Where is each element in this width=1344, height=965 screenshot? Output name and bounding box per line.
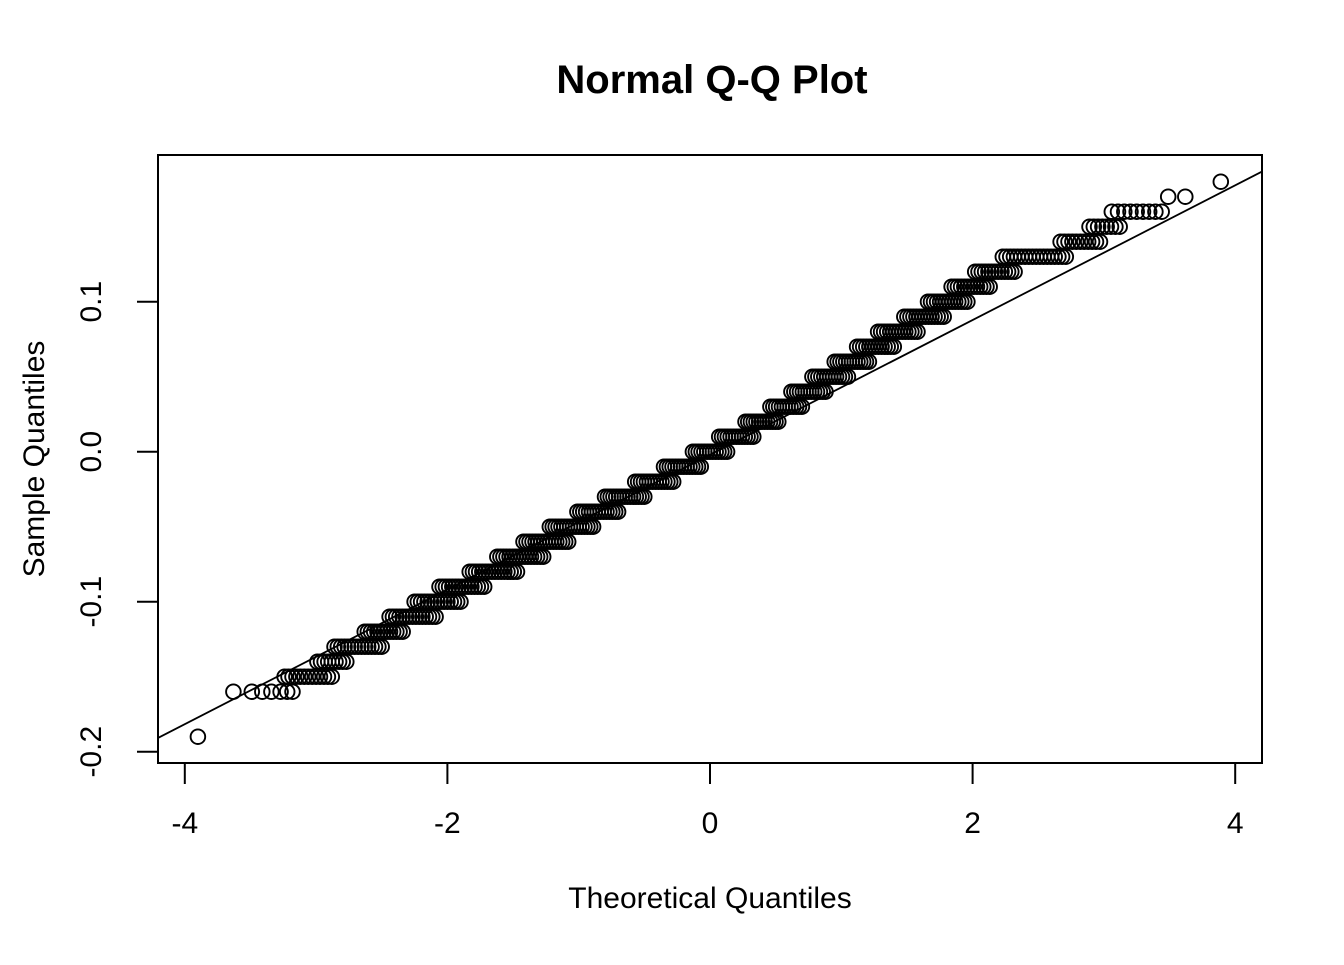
- data-point-circle: [296, 668, 313, 685]
- data-point-circle: [278, 683, 296, 700]
- data-point-circle: [1064, 233, 1081, 250]
- data-point-circle: [1103, 203, 1121, 220]
- data-point-circle: [1081, 218, 1098, 235]
- data-point-circle: [303, 668, 321, 685]
- data-point-circle: [189, 728, 207, 745]
- data-point-circle: [1089, 218, 1107, 235]
- data-point-circle: [1122, 203, 1139, 220]
- data-point-circle: [288, 668, 305, 685]
- data-point-circle: [263, 683, 280, 700]
- y-tick-label: -0.2: [75, 726, 108, 778]
- data-point-circle: [299, 668, 317, 685]
- x-axis-label: Theoretical Quantiles: [568, 882, 851, 915]
- data-point-circle: [1128, 203, 1145, 220]
- data-point-circle: [284, 683, 301, 700]
- x-tick-label: -2: [434, 807, 461, 840]
- data-point-circle: [1085, 218, 1103, 235]
- y-tick-label: 0.1: [75, 281, 108, 323]
- y-tick-label: 0.0: [75, 431, 108, 473]
- data-point-circle: [1212, 173, 1230, 190]
- data-point-circle: [1153, 203, 1170, 220]
- chart-title: Normal Q-Q Plot: [556, 58, 867, 102]
- x-tick-label: 0: [702, 807, 719, 840]
- data-points-layer: [189, 173, 1230, 745]
- data-point-circle: [272, 683, 289, 700]
- data-point-circle: [1098, 218, 1115, 235]
- data-point-circle: [1072, 233, 1089, 250]
- data-point-circle: [1116, 203, 1133, 220]
- data-point-circle: [1134, 203, 1152, 220]
- y-axis-label: Sample Quantiles: [18, 341, 51, 578]
- data-point-circle: [1109, 203, 1127, 220]
- data-point-circle: [1159, 188, 1177, 205]
- data-point-circle: [1147, 203, 1164, 220]
- data-point-circle: [1060, 233, 1077, 250]
- y-axis: 0.1 0.0 -0.1 -0.2: [75, 281, 158, 778]
- data-point-circle: [1056, 233, 1073, 250]
- y-tick-label: -0.1: [75, 576, 108, 628]
- x-axis: -4 -2 0 2 4: [171, 763, 1244, 840]
- x-tick-label: 2: [964, 807, 981, 840]
- data-point-circle: [1177, 188, 1194, 205]
- data-point-circle: [243, 683, 261, 700]
- data-point-circle: [292, 668, 309, 685]
- data-point-circle: [1140, 203, 1158, 220]
- x-tick-label: -4: [171, 807, 198, 840]
- data-point-circle: [1068, 233, 1085, 250]
- x-tick-label: 4: [1227, 807, 1244, 840]
- reference-line-layer: [157, 170, 1263, 739]
- qq-reference-line: [157, 170, 1263, 739]
- data-point-circle: [1052, 233, 1069, 250]
- data-point-circle: [1075, 233, 1093, 250]
- data-point-circle: [1094, 218, 1111, 235]
